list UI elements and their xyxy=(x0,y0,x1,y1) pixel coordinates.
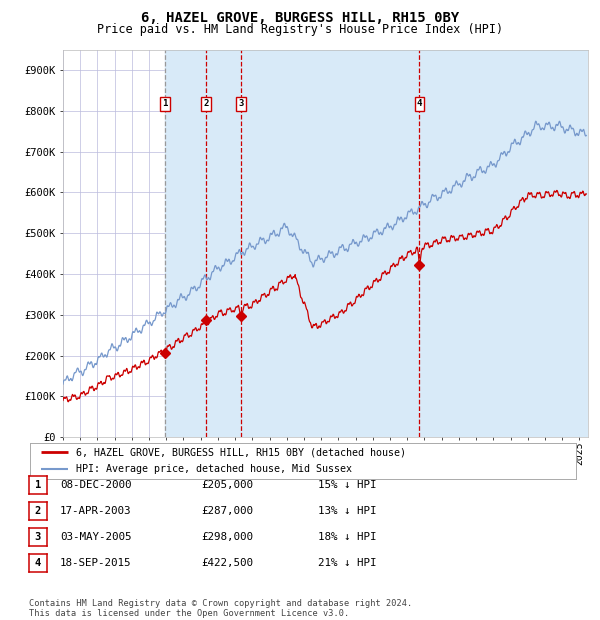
Text: £422,500: £422,500 xyxy=(201,558,253,568)
Text: 18% ↓ HPI: 18% ↓ HPI xyxy=(318,532,377,542)
Text: Contains HM Land Registry data © Crown copyright and database right 2024.
This d: Contains HM Land Registry data © Crown c… xyxy=(29,599,412,618)
Text: 13% ↓ HPI: 13% ↓ HPI xyxy=(318,506,377,516)
Text: 6, HAZEL GROVE, BURGESS HILL, RH15 0BY (detached house): 6, HAZEL GROVE, BURGESS HILL, RH15 0BY (… xyxy=(76,448,406,458)
Text: 1: 1 xyxy=(35,480,41,490)
Text: £298,000: £298,000 xyxy=(201,532,253,542)
Text: 17-APR-2003: 17-APR-2003 xyxy=(60,506,131,516)
Text: 6, HAZEL GROVE, BURGESS HILL, RH15 0BY: 6, HAZEL GROVE, BURGESS HILL, RH15 0BY xyxy=(141,11,459,25)
Text: 08-DEC-2000: 08-DEC-2000 xyxy=(60,480,131,490)
Text: HPI: Average price, detached house, Mid Sussex: HPI: Average price, detached house, Mid … xyxy=(76,464,352,474)
Text: Price paid vs. HM Land Registry's House Price Index (HPI): Price paid vs. HM Land Registry's House … xyxy=(97,23,503,36)
Bar xyxy=(419,50,588,437)
Text: £287,000: £287,000 xyxy=(201,506,253,516)
Text: 1: 1 xyxy=(163,99,168,108)
Text: 15% ↓ HPI: 15% ↓ HPI xyxy=(318,480,377,490)
Bar xyxy=(206,50,241,437)
Text: 03-MAY-2005: 03-MAY-2005 xyxy=(60,532,131,542)
Text: 2: 2 xyxy=(35,506,41,516)
Text: 21% ↓ HPI: 21% ↓ HPI xyxy=(318,558,377,568)
Text: 18-SEP-2015: 18-SEP-2015 xyxy=(60,558,131,568)
Text: 2: 2 xyxy=(203,99,208,108)
Text: 3: 3 xyxy=(238,99,244,108)
Bar xyxy=(165,50,206,437)
Text: 4: 4 xyxy=(417,99,422,108)
Text: 3: 3 xyxy=(35,532,41,542)
Bar xyxy=(241,50,419,437)
Text: 4: 4 xyxy=(35,558,41,568)
Text: £205,000: £205,000 xyxy=(201,480,253,490)
